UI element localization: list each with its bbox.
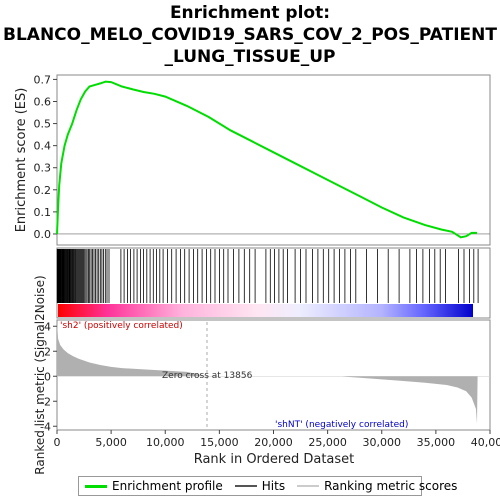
metric-ytick-label: 2 <box>44 345 51 358</box>
hits-marks <box>56 249 479 303</box>
es-y-axis: 0.0 0.1 0.2 0.3 0.4 0.5 0.6 0.7 <box>34 73 57 241</box>
es-ytick-label: 0.3 <box>34 162 52 175</box>
es-ytick-label: 0.1 <box>34 206 52 219</box>
enrichment-profile-line <box>56 80 477 239</box>
xtick-label: 5,000 <box>95 436 127 449</box>
xtick-label: 35,000 <box>417 436 456 449</box>
legend-item-ranking: Ranking metric scores <box>297 479 457 493</box>
legend-label-profile: Enrichment profile <box>112 479 223 493</box>
metric-axis-title: Ranked list metric (Signal2Noise) <box>33 275 47 474</box>
xtick-label: 20,000 <box>254 436 293 449</box>
ranking-metric-area <box>57 322 478 424</box>
legend-swatch-hits <box>234 485 257 487</box>
metric-ytick-label: 4 <box>44 320 51 333</box>
chart-title: Enrichment plot: BLANCO_MELO_COVID19_SAR… <box>0 2 500 68</box>
es-ytick-label: 0.6 <box>34 95 52 108</box>
negative-correlation-label: 'shNT' (negatively correlated) <box>275 420 408 430</box>
title-line-2: BLANCO_MELO_COVID19_SARS_COV_2_POS_PATIE… <box>3 25 497 45</box>
legend: Enrichment profile Hits Ranking metric s… <box>78 476 457 496</box>
metric-ytick-label: -2 <box>40 395 51 408</box>
legend-swatch-ranking <box>297 485 320 487</box>
es-panel-frame <box>56 74 491 246</box>
legend-item-profile: Enrichment profile <box>85 479 223 493</box>
legend-label-ranking: Ranking metric scores <box>324 479 458 493</box>
xtick-label: 25,000 <box>308 436 347 449</box>
metric-ytick-label: 0 <box>44 370 51 383</box>
xtick-label: 10,000 <box>146 436 185 449</box>
xtick-label: 40,000 <box>471 436 500 449</box>
title-line-3: _LUNG_TISSUE_UP <box>164 47 336 67</box>
es-ytick-label: 0.7 <box>34 73 52 86</box>
es-ytick-label: 0.5 <box>34 118 52 131</box>
xtick-label: 15,000 <box>200 436 239 449</box>
es-ytick-label: 0.0 <box>34 228 52 241</box>
xtick-label: 30,000 <box>363 436 402 449</box>
zero-cross-label: Zero cross at 13856 <box>162 371 253 381</box>
es-axis-title: Enrichment score (ES) <box>14 88 29 233</box>
metric-y-axis: 4 2 0 -2 -4 <box>40 320 57 433</box>
x-axis: 0 5,000 10,000 15,000 20,000 25,000 30,000 35,0… <box>54 430 500 449</box>
x-axis-title: Rank in Ordered Dataset <box>194 452 355 467</box>
rank-color-bar <box>58 304 473 317</box>
legend-swatch-profile <box>85 484 107 488</box>
xtick-label: 0 <box>54 436 61 449</box>
title-line-1: Enrichment plot: <box>169 3 331 23</box>
es-ytick-label: 0.2 <box>34 184 52 197</box>
positive-correlation-label: 'sh2' (positively correlated) <box>60 321 183 331</box>
metric-ytick-label: -4 <box>40 420 51 433</box>
es-ytick-label: 0.4 <box>34 140 52 153</box>
legend-label-hits: Hits <box>261 479 286 493</box>
legend-item-hits: Hits <box>234 479 286 493</box>
